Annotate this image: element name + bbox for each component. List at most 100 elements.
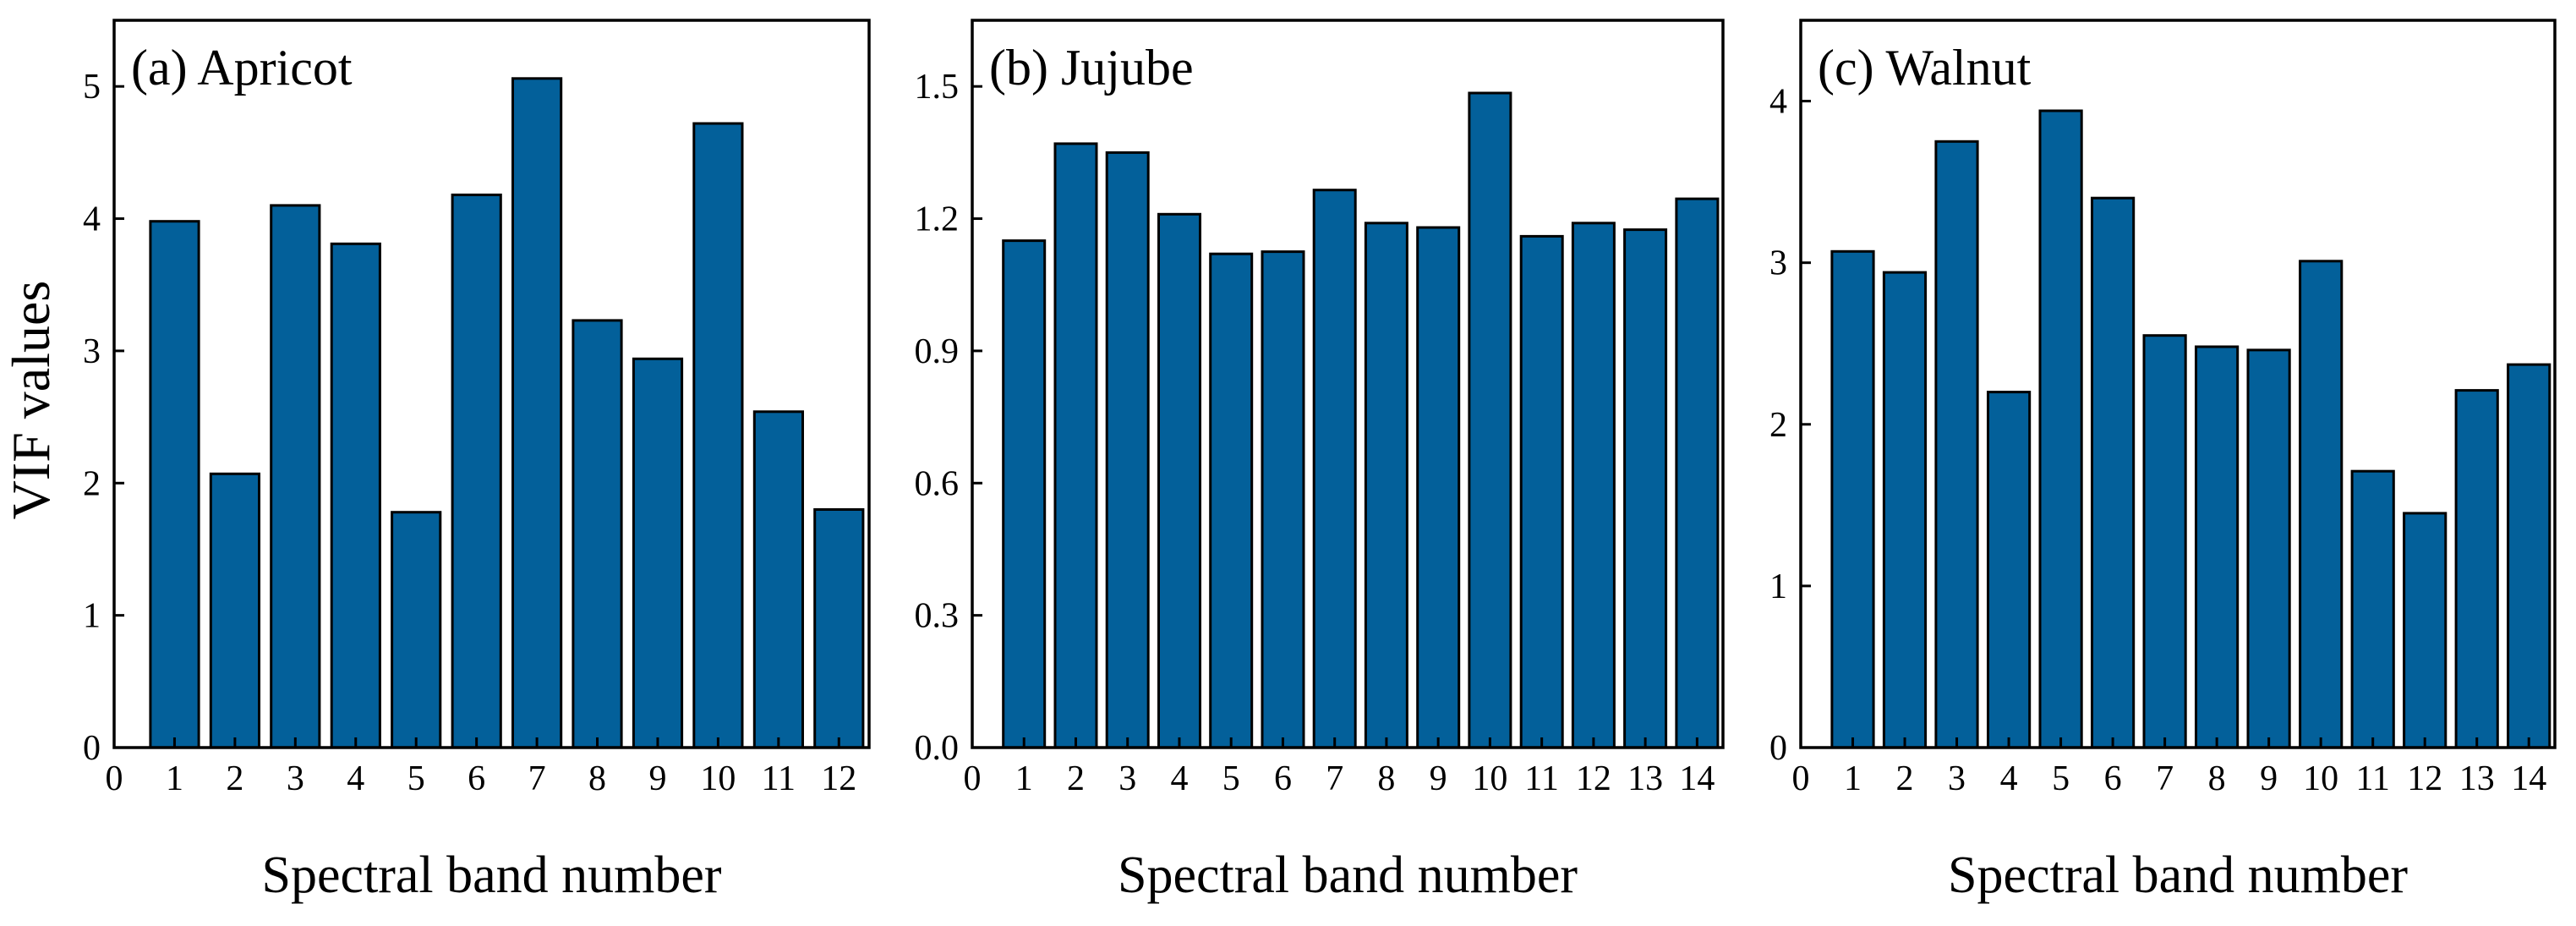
bar-jujube-band-3 — [1105, 151, 1150, 749]
bar-walnut-band-14 — [2507, 363, 2551, 749]
bar-jujube-band-8 — [1364, 222, 1408, 749]
bar-walnut-band-12 — [2403, 512, 2447, 749]
panel-title: (b) Jujube — [989, 40, 1194, 96]
bar-apricot-band-1 — [149, 220, 200, 749]
x-tick-label: 7 — [2156, 759, 2174, 798]
plot-frame — [971, 19, 1725, 749]
x-tick-label: 12 — [2407, 759, 2442, 798]
y-axis-label: VIF values — [1, 281, 61, 520]
x-tick-label: 0 — [964, 759, 982, 798]
x-tick-label: 1 — [1844, 759, 1862, 798]
bar-walnut-band-7 — [2142, 334, 2187, 749]
x-tick-label: 5 — [2052, 759, 2070, 798]
y-tick-label: 0.6 — [915, 464, 960, 503]
bar-jujube-band-1 — [1002, 239, 1047, 749]
y-tick-label: 1 — [1769, 567, 1787, 606]
x-tick-label: 1 — [1015, 759, 1033, 798]
bar-walnut-band-11 — [2350, 469, 2395, 749]
x-tick-label: 5 — [407, 759, 425, 798]
panel-jujube: 0.00.30.60.91.21.50 1 2 3 4 5 6 7 8 9 10 11 12 13 14(b… — [915, 19, 1725, 904]
x-tick-label: 13 — [2459, 759, 2495, 798]
bar-walnut-band-9 — [2246, 348, 2291, 749]
bar-jujube-band-13 — [1623, 228, 1668, 749]
y-tick-label: 1.5 — [915, 68, 960, 107]
y-tick-label: 1 — [83, 597, 101, 636]
x-tick-label: 6 — [468, 759, 485, 798]
x-tick-label: 9 — [648, 759, 666, 798]
plot-frame — [1799, 19, 2557, 749]
bar-apricot-band-12 — [813, 508, 865, 749]
bar-apricot-band-6 — [451, 193, 502, 749]
y-tick-label: 0 — [1769, 729, 1787, 768]
x-tick-label: 6 — [2104, 759, 2122, 798]
bar-jujube-band-5 — [1209, 252, 1254, 749]
x-tick-label: 3 — [1118, 759, 1136, 798]
bar-apricot-band-7 — [511, 77, 563, 749]
bar-walnut-band-1 — [1830, 249, 1875, 749]
bar-walnut-band-5 — [2038, 109, 2083, 749]
bar-walnut-band-10 — [2299, 260, 2344, 749]
panel-title: (c) Walnut — [1818, 40, 2032, 96]
bar-apricot-band-3 — [270, 204, 321, 749]
y-tick-label: 2 — [1769, 406, 1787, 445]
x-tick-label: 4 — [1170, 759, 1188, 798]
x-tick-label: 7 — [1326, 759, 1343, 798]
bar-apricot-band-9 — [632, 357, 684, 749]
bar-jujube-band-7 — [1312, 189, 1357, 749]
x-tick-label: 13 — [1627, 759, 1663, 798]
bar-jujube-band-10 — [1468, 91, 1512, 749]
bar-walnut-band-3 — [1934, 140, 1979, 749]
x-tick-label: 0 — [106, 759, 123, 798]
bar-apricot-band-4 — [330, 242, 381, 749]
bar-jujube-band-4 — [1157, 212, 1201, 749]
y-tick-label: 3 — [1769, 244, 1787, 283]
x-tick-label: 4 — [347, 759, 364, 798]
x-tick-label: 5 — [1222, 759, 1240, 798]
x-tick-label: 8 — [588, 759, 606, 798]
bar-walnut-band-8 — [2195, 345, 2240, 749]
x-tick-label: 7 — [528, 759, 546, 798]
bar-apricot-band-2 — [209, 472, 261, 749]
y-tick-label: 0 — [83, 729, 101, 768]
y-tick-label: 0.9 — [915, 332, 960, 371]
bar-walnut-band-6 — [2091, 196, 2136, 749]
x-tick-label: 2 — [1896, 759, 1914, 798]
x-tick-label: 8 — [2208, 759, 2226, 798]
bar-apricot-band-5 — [391, 511, 442, 749]
x-tick-label: 9 — [1430, 759, 1447, 798]
y-tick-label: 0.0 — [915, 729, 960, 768]
bar-walnut-band-2 — [1882, 271, 1928, 749]
x-tick-label: 11 — [2355, 759, 2389, 798]
x-tick-label: 3 — [287, 759, 304, 798]
x-tick-label: 8 — [1377, 759, 1395, 798]
x-tick-label: 10 — [1472, 759, 1507, 798]
bar-apricot-band-10 — [692, 122, 744, 749]
bar-jujube-band-2 — [1053, 142, 1098, 749]
bar-apricot-band-11 — [752, 410, 804, 749]
y-tick-label: 1.2 — [915, 200, 960, 239]
bar-walnut-band-13 — [2454, 389, 2499, 749]
x-axis-label: Spectral band number — [1118, 847, 1578, 904]
panel-title: (a) Apricot — [131, 40, 353, 96]
y-tick-label: 5 — [83, 68, 101, 107]
x-tick-label: 14 — [2511, 759, 2546, 798]
y-tick-label: 2 — [83, 464, 101, 503]
y-tick-label: 4 — [83, 200, 101, 239]
x-tick-label: 0 — [1792, 759, 1810, 798]
y-tick-label: 0.3 — [915, 597, 960, 636]
bar-apricot-band-8 — [572, 319, 623, 749]
x-tick-label: 10 — [700, 759, 736, 798]
x-tick-label: 2 — [226, 759, 243, 798]
x-axis-label: Spectral band number — [261, 847, 721, 904]
bar-jujube-band-11 — [1519, 234, 1564, 749]
y-tick-label: 4 — [1769, 83, 1787, 122]
x-tick-label: 1 — [166, 759, 183, 798]
x-tick-label: 12 — [821, 759, 856, 798]
bar-jujube-band-6 — [1261, 250, 1305, 749]
bar-walnut-band-4 — [1987, 391, 2032, 749]
x-tick-label: 12 — [1576, 759, 1611, 798]
